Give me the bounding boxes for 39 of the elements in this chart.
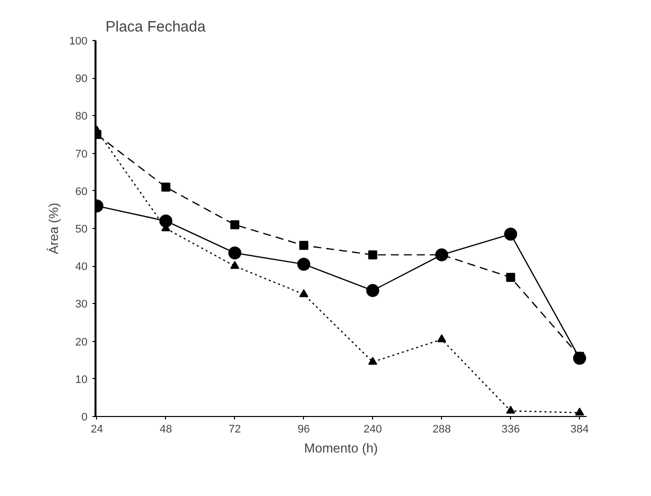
- y-tick-label: 20: [75, 336, 88, 348]
- y-tick-label: 60: [75, 186, 88, 198]
- point: [504, 228, 518, 241]
- y-tick-label: 0: [81, 412, 88, 424]
- y-tick-label: 90: [75, 73, 88, 86]
- point: [161, 182, 170, 192]
- point: [368, 356, 378, 365]
- point: [297, 258, 310, 271]
- x-tick-label: 384: [570, 424, 589, 436]
- x-tick-label: 288: [432, 424, 451, 436]
- y-tick-label: 100: [69, 36, 88, 48]
- y-tick-label: 10: [75, 374, 88, 386]
- y-tick-label: 30: [75, 298, 88, 311]
- y-tick-label: 80: [75, 110, 88, 123]
- point: [506, 272, 516, 282]
- x-tick-label: 48: [160, 424, 172, 436]
- point: [228, 246, 242, 260]
- x-tick-label: 24: [90, 424, 104, 436]
- y-tick-label: 50: [75, 224, 88, 236]
- point: [366, 284, 380, 298]
- point: [230, 260, 240, 269]
- x-tick-label: 96: [298, 424, 310, 436]
- point: [230, 220, 240, 230]
- point: [506, 406, 516, 414]
- point: [575, 408, 584, 416]
- point: [299, 289, 308, 298]
- x-axis-title: Momento (h): [304, 440, 378, 456]
- point: [299, 240, 308, 250]
- point: [437, 334, 446, 342]
- point: [368, 250, 378, 260]
- x-tick-label: 336: [501, 424, 520, 436]
- x-tick-label: 240: [364, 424, 382, 436]
- point: [573, 352, 586, 365]
- chart-title: Placa Fechada: [106, 18, 206, 36]
- point: [159, 214, 172, 228]
- y-axis-title: Área (%): [46, 202, 62, 254]
- x-tick-label: 72: [228, 424, 241, 436]
- y-tick-label: 40: [75, 261, 88, 274]
- y-tick-label: 70: [75, 148, 88, 160]
